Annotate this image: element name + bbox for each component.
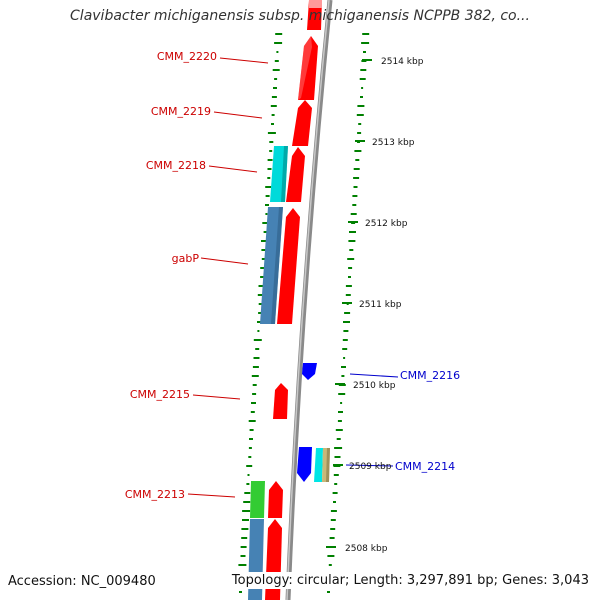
gene-cmm-2216[interactable] (302, 363, 317, 380)
leader-cmm-2219 (213, 111, 263, 119)
scale-label-2512: 2512 kbp (365, 219, 408, 229)
label-cmm-2219[interactable]: CMM_2219 (151, 105, 211, 118)
leader-cmm-2218 (208, 165, 258, 173)
scale-label-2513: 2513 kbp (372, 138, 415, 148)
scale-label-2514: 2514 kbp (381, 57, 424, 67)
scale-track: 2514 kbp 2513 kbp 2512 kbp 2511 kbp 2510… (326, 57, 424, 554)
leader-cmm-2220 (219, 57, 269, 64)
leader-cmm-2215 (192, 394, 241, 400)
gc-skew-track-right (326, 33, 370, 593)
label-cmm-2220[interactable]: CMM_2220 (157, 50, 217, 63)
scale-label-2511: 2511 kbp (359, 300, 402, 310)
label-leaders (187, 57, 399, 498)
gene-cmm-2220-shine (298, 36, 312, 100)
genome-backbone (285, 0, 333, 600)
gene-cmm-2214-khaki-shade (326, 448, 330, 482)
scale-label-2508: 2508 kbp (345, 544, 388, 554)
label-gabp[interactable]: gabP (172, 252, 200, 265)
leader-cmm-2216 (349, 373, 399, 378)
leader-cmm-2213 (187, 493, 236, 498)
scale-label-2510: 2510 kbp (353, 381, 396, 391)
label-cmm-2214[interactable]: CMM_2214 (395, 460, 455, 473)
gene-cmm-2219[interactable] (292, 100, 312, 146)
gene-cmm-2220[interactable] (298, 36, 318, 100)
gene-cmm-2214-blue[interactable] (297, 447, 312, 482)
label-cmm-2213[interactable]: CMM_2213 (125, 488, 185, 501)
gene-cmm-2213-green[interactable] (250, 481, 265, 518)
genome-summary: Topology: circular; Length: 3,297,891 bp… (228, 572, 592, 589)
gene-cmm-2213-red[interactable] (268, 481, 283, 518)
genome-backbone-highlight (286, 0, 330, 600)
gene-cmm-2218-shade (281, 146, 288, 202)
label-cmm-2216[interactable]: CMM_2216 (400, 369, 460, 382)
label-cmm-2218[interactable]: CMM_2218 (146, 159, 206, 172)
gene-cmm-2214-cyan[interactable] (314, 448, 323, 482)
gene-gabp-shade (271, 207, 283, 324)
label-cmm-2215[interactable]: CMM_2215 (130, 388, 190, 401)
feature-track (248, 0, 330, 600)
leader-cmm-2214 (345, 464, 394, 467)
leader-gabp (200, 257, 249, 265)
gene-labels: CMM_2220 CMM_2219 CMM_2218 gabP CMM_2215… (125, 50, 460, 501)
gene-cmm-2215[interactable] (273, 383, 288, 419)
scale-label-2509: 2509 kbp (349, 462, 392, 472)
gene-gabp-red[interactable] (277, 208, 300, 324)
gene-cmm-2218-red[interactable] (286, 147, 305, 202)
forward-gene-top-cap (309, 0, 322, 8)
accession-text: Accession: NC_009480 (8, 574, 156, 589)
genome-title: Clavibacter michiganensis subsp. michiga… (70, 8, 530, 24)
